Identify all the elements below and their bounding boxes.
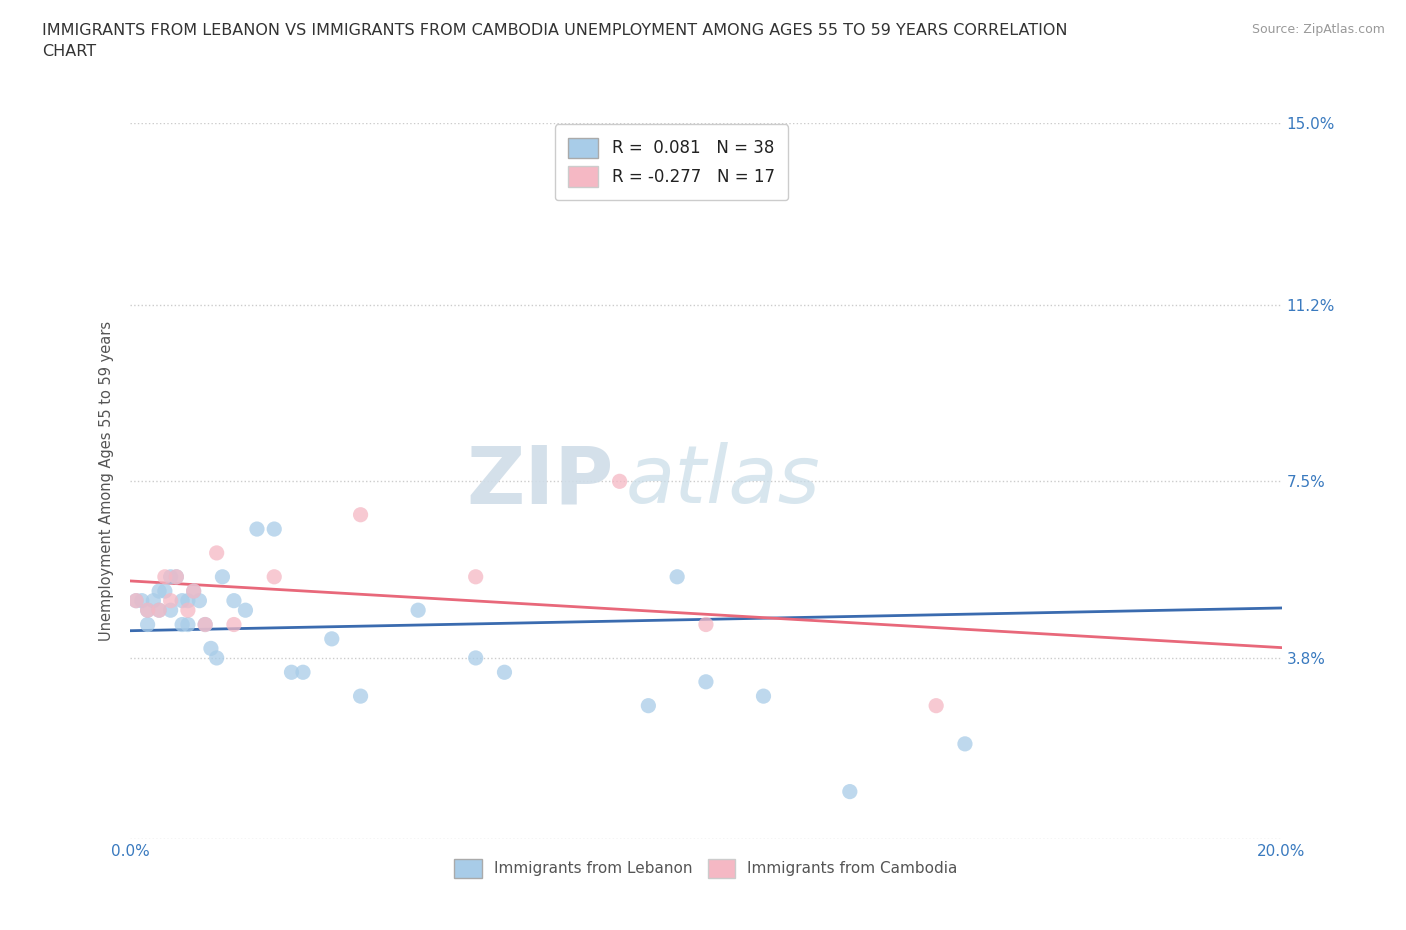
Point xyxy=(125,593,148,608)
Point xyxy=(148,603,170,618)
Point xyxy=(494,665,516,680)
Point xyxy=(125,593,148,608)
Text: ZIP: ZIP xyxy=(467,443,614,520)
Legend: R =  0.081   N = 38, R = -0.277   N = 17: R = 0.081 N = 38, R = -0.277 N = 17 xyxy=(555,125,787,200)
Point xyxy=(464,569,486,584)
Point xyxy=(752,689,775,704)
Point xyxy=(292,665,315,680)
Point xyxy=(177,618,200,632)
Point xyxy=(666,569,689,584)
Point xyxy=(188,593,211,608)
Point xyxy=(406,603,429,618)
Point xyxy=(136,618,159,632)
Point xyxy=(222,593,245,608)
Point xyxy=(136,603,159,618)
Text: Source: ZipAtlas.com: Source: ZipAtlas.com xyxy=(1251,23,1385,36)
Point xyxy=(695,674,717,689)
Point xyxy=(183,584,205,599)
Point xyxy=(609,474,631,489)
Point xyxy=(925,698,948,713)
Point xyxy=(695,618,717,632)
Point xyxy=(148,603,170,618)
Point xyxy=(172,618,194,632)
Point xyxy=(183,584,205,599)
Point xyxy=(349,689,371,704)
Point xyxy=(637,698,659,713)
Y-axis label: Unemployment Among Ages 55 to 59 years: Unemployment Among Ages 55 to 59 years xyxy=(100,321,114,642)
Point xyxy=(464,650,486,665)
Point xyxy=(953,737,976,751)
Point xyxy=(235,603,257,618)
Point xyxy=(211,569,233,584)
Point xyxy=(349,507,371,522)
Point xyxy=(205,546,228,561)
Point xyxy=(165,569,187,584)
Point xyxy=(159,603,181,618)
Point xyxy=(148,584,170,599)
Text: atlas: atlas xyxy=(626,443,820,520)
Point xyxy=(280,665,302,680)
Point xyxy=(205,650,228,665)
Point xyxy=(194,618,217,632)
Point xyxy=(172,593,194,608)
Point xyxy=(153,569,176,584)
Point xyxy=(136,603,159,618)
Point xyxy=(263,569,285,584)
Point xyxy=(165,569,187,584)
Point xyxy=(263,522,285,537)
Point xyxy=(838,784,860,799)
Point xyxy=(153,584,176,599)
Point xyxy=(194,618,217,632)
Point xyxy=(321,631,343,646)
Point xyxy=(177,603,200,618)
Text: IMMIGRANTS FROM LEBANON VS IMMIGRANTS FROM CAMBODIA UNEMPLOYMENT AMONG AGES 55 T: IMMIGRANTS FROM LEBANON VS IMMIGRANTS FR… xyxy=(42,23,1067,60)
Point xyxy=(142,593,165,608)
Point xyxy=(222,618,245,632)
Point xyxy=(177,593,200,608)
Point xyxy=(159,593,181,608)
Point xyxy=(131,593,153,608)
Point xyxy=(246,522,269,537)
Point xyxy=(159,569,181,584)
Point xyxy=(200,641,222,656)
